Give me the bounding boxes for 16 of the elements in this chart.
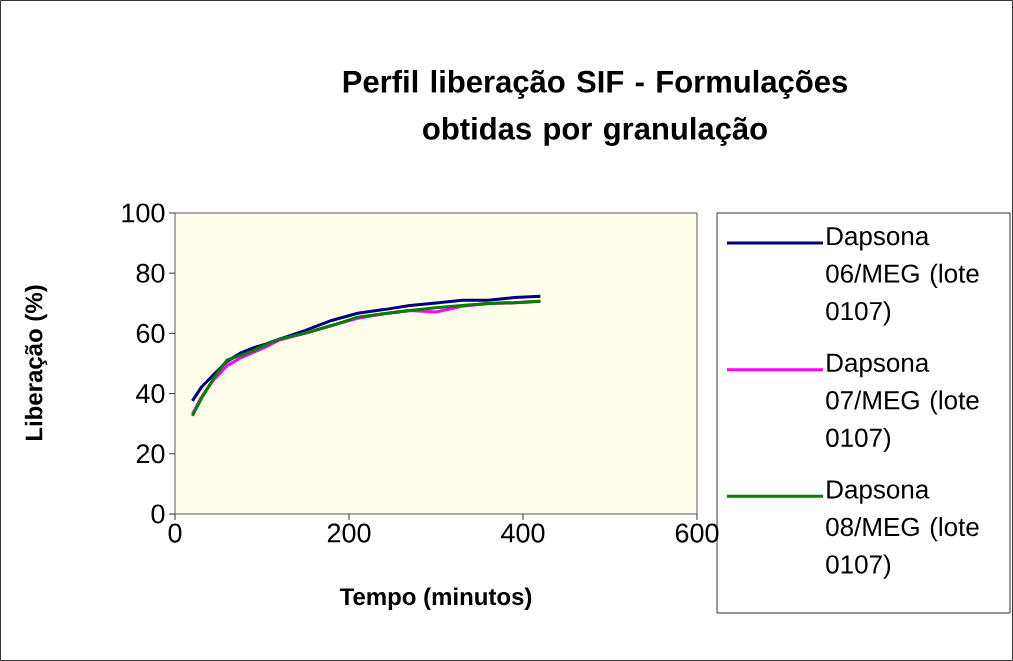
y-tick-label: 0 bbox=[151, 504, 165, 524]
x-tick-label: 400 bbox=[501, 523, 545, 543]
y-axis-title: Liberação (%) bbox=[24, 285, 48, 441]
y-tick-label: 100 bbox=[122, 203, 165, 223]
legend-label: Dapsona 06/MEG (lote 0107) bbox=[826, 227, 979, 326]
y-tick-label: 20 bbox=[136, 444, 165, 464]
legend-label: Dapsona 08/MEG (lote 0107) bbox=[826, 480, 979, 579]
x-axis-title: Tempo (minutos) bbox=[339, 587, 532, 610]
x-tick-label: 0 bbox=[168, 523, 182, 543]
x-tick-label: 200 bbox=[327, 523, 371, 543]
y-tick-label: 40 bbox=[136, 384, 165, 404]
y-tick-label: 80 bbox=[136, 263, 165, 283]
legend-label: Dapsona 07/MEG (lote 0107) bbox=[826, 353, 979, 453]
x-tick-label: 600 bbox=[675, 523, 719, 543]
chart-title: Perfil liberação SIF - Formulações obtidas por granulação bbox=[343, 69, 847, 147]
y-tick-label: 60 bbox=[136, 323, 165, 343]
